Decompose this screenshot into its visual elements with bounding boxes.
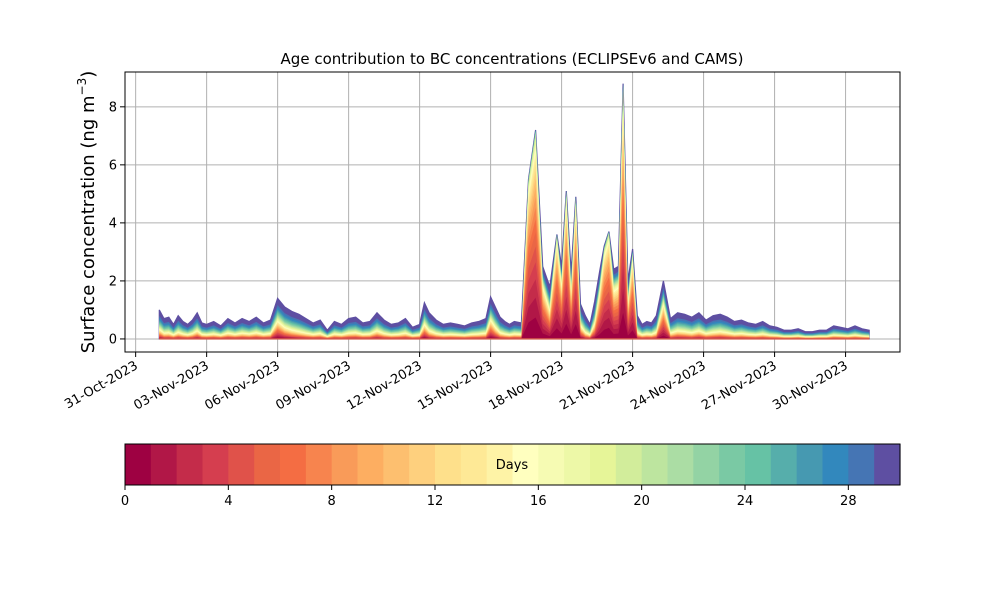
colorbar-tick-label: 16 — [530, 494, 547, 509]
colorbar-bin — [435, 444, 462, 485]
plot-frame — [124, 71, 901, 353]
age-layer-day-24 — [159, 84, 870, 339]
x-tick-label: 15-Nov-2023 — [415, 358, 495, 413]
age-layer-day-13 — [159, 117, 870, 339]
age-layer-day-27 — [159, 83, 870, 339]
x-tick-label: 31-Oct-2023 — [62, 358, 140, 412]
age-layer-day-25 — [159, 84, 870, 339]
age-layer-day-26 — [159, 83, 870, 339]
age-layer-day-17 — [159, 97, 870, 339]
y-axis-label-superscript: −3 — [75, 78, 89, 96]
y-axis-label-close: ) — [78, 71, 99, 78]
y-tick-label: 0 — [109, 332, 117, 347]
colorbar-tick-label: 12 — [427, 494, 444, 509]
colorbar-bin — [486, 444, 514, 485]
age-layer-day-6 — [159, 192, 870, 339]
age-layer-day-28 — [159, 83, 870, 339]
x-tick-label: 06-Nov-2023 — [202, 358, 282, 413]
colorbar-bin — [228, 444, 255, 485]
age-layers — [158, 83, 870, 340]
colorbar-bin — [202, 444, 229, 485]
age-layer-day-29 — [158, 83, 870, 340]
colorbar-bin — [796, 444, 824, 485]
x-axis: 31-Oct-202303-Nov-202306-Nov-202309-Nov-… — [62, 352, 851, 413]
colorbar-tick-label: 20 — [633, 494, 650, 509]
colorbar-bin — [745, 444, 772, 485]
age-layer-day-11 — [159, 133, 870, 339]
x-tick-label: 03-Nov-2023 — [131, 358, 211, 413]
colorbar-bin — [512, 444, 539, 485]
colorbar-bin — [176, 444, 204, 485]
colorbar: 0 4 8 12 16 20 24 28 — [121, 443, 901, 509]
colorbar-bin — [693, 444, 720, 485]
colorbar-bin — [383, 444, 410, 485]
x-tick-label: 24-Nov-2023 — [628, 358, 708, 413]
age-layer-day-5 — [159, 208, 870, 339]
x-tick-label: 18-Nov-2023 — [486, 358, 566, 413]
colorbar-bin — [641, 444, 669, 485]
age-layer-day-7 — [159, 178, 870, 339]
colorbar-frame — [124, 443, 901, 486]
y-axis: 0 2 4 6 8 — [109, 100, 125, 347]
colorbar-bin — [848, 444, 875, 485]
age-layer-day-23 — [159, 85, 870, 339]
colorbar-tick-label: 8 — [328, 494, 336, 509]
colorbar-bin — [357, 444, 384, 485]
gridlines — [125, 72, 900, 352]
colorbar-tick-label: 0 — [121, 494, 129, 509]
y-tick-label: 2 — [109, 274, 117, 289]
age-layer-day-19 — [159, 91, 870, 339]
colorbar-tick-label: 4 — [224, 494, 232, 509]
colorbar-bin — [125, 444, 152, 485]
colorbar-bin — [874, 444, 901, 485]
colorbar-bin — [538, 444, 565, 485]
age-layer-day-22 — [159, 86, 870, 339]
y-tick-label: 4 — [109, 216, 117, 231]
colorbar-bin — [564, 444, 591, 485]
colorbar-bin — [770, 444, 798, 485]
y-tick-label: 8 — [109, 100, 117, 115]
age-layer-day-14 — [159, 111, 870, 339]
colorbar-bin — [615, 444, 643, 485]
x-tick-label: 21-Nov-2023 — [557, 358, 637, 413]
colorbar-bin — [719, 444, 746, 485]
age-layer-day-16 — [159, 101, 870, 339]
colorbar-bin — [280, 444, 307, 485]
age-layer-day-18 — [159, 93, 870, 339]
colorbar-tick-label: 28 — [840, 494, 857, 509]
y-axis-label-main: Surface concentration (ng m — [78, 95, 99, 353]
colorbar-tick-label: 24 — [737, 494, 754, 509]
colorbar-bin — [822, 444, 849, 485]
x-tick-label: 12-Nov-2023 — [344, 358, 424, 413]
colorbar-bin — [460, 444, 488, 485]
colorbar-bin — [409, 444, 436, 485]
age-layer-day-21 — [159, 87, 870, 339]
age-layer-day-9 — [159, 153, 870, 339]
colorbar-bin — [305, 444, 333, 485]
colorbar-bin — [331, 444, 359, 485]
colorbar-bin — [254, 444, 281, 485]
age-layer-day-12 — [159, 125, 870, 339]
y-axis-label: Surface concentration (ng m−3) — [75, 71, 99, 354]
y-tick-label: 6 — [109, 158, 117, 173]
age-layer-day-20 — [159, 89, 870, 339]
colorbar-label: Days — [496, 458, 529, 473]
colorbar-bin — [667, 444, 694, 485]
age-layer-day-10 — [159, 142, 870, 339]
x-tick-label: 27-Nov-2023 — [699, 358, 779, 413]
x-tick-label: 30-Nov-2023 — [770, 358, 850, 413]
colorbar-bin — [590, 444, 617, 485]
colorbar-bin — [150, 444, 178, 485]
chart-title: Age contribution to BC concentrations (E… — [281, 50, 744, 68]
age-layer-day-8 — [159, 165, 870, 339]
x-tick-label: 09-Nov-2023 — [273, 358, 353, 413]
